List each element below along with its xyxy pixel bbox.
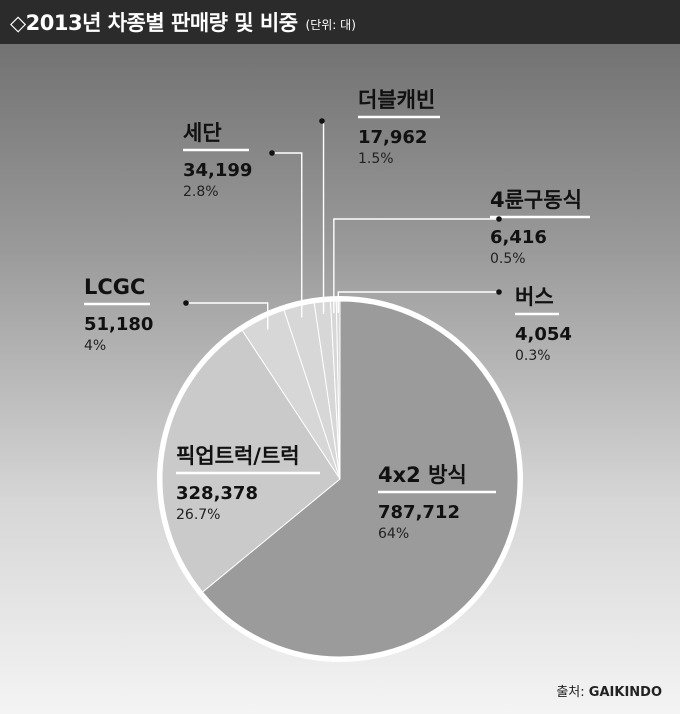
slice-percent: 0.3% [515,348,551,364]
slice-name: 세단 [183,121,222,145]
leader-dot [496,289,502,295]
slice-value: 328,378 [176,483,258,504]
slice-value: 17,962 [358,127,427,148]
unit-note: (단위: 대) [305,17,356,32]
source-name: GAIKINDO [588,685,662,700]
slice-name: 4x2 방식 [378,463,467,487]
leader-dot [183,300,189,306]
slice-name: LCGC [84,275,145,299]
title-bar: ◇2013년 차종별 판매량 및 비중 (단위: 대) [0,0,680,44]
leader-dot [269,150,275,156]
slice-name: 버스 [515,285,554,309]
slice-value: 787,712 [378,502,460,523]
leader-line [337,291,499,314]
leader-line [186,302,269,330]
slice-percent: 0.5% [490,251,526,267]
slice-percent: 1.5% [358,151,394,167]
slice-value: 4,054 [515,324,572,345]
slice-label-5: 더블캐빈 17,962 1.5% [358,88,440,167]
slice-label-7: 버스 4,054 0.3% [515,285,572,364]
slice-label-4: 세단 34,199 2.8% [183,121,252,200]
slice-label-6: 4륜구동식 6,416 0.5% [490,188,590,267]
pie-slice [201,300,519,658]
source-label: 출처: [556,685,585,700]
slice-name: 픽업트럭/트럭 [176,444,300,468]
leader-line [333,218,499,314]
slice-value: 6,416 [490,227,547,248]
leader-line [272,152,303,318]
leader-dot [319,118,325,124]
slice-percent: 64% [378,526,409,542]
slice-label-1: 4x2 방식 787,712 64% [378,463,496,542]
leader-dot [496,216,502,222]
slice-value: 34,199 [183,160,252,181]
chart-title: ◇2013년 차종별 판매량 및 비중 [10,11,298,35]
slice-percent: 2.8% [183,184,219,200]
slice-percent: 26.7% [176,507,220,523]
slice-label-3: LCGC 51,180 4% [84,275,153,354]
slice-name: 더블캐빈 [358,88,435,112]
slice-name: 4륜구동식 [490,188,582,212]
slice-percent: 4% [84,338,106,354]
source-note: 출처: GAIKINDO [556,681,662,700]
pie-slice [161,329,341,593]
leader-line [322,120,325,314]
slice-value: 51,180 [84,314,153,335]
slice-label-2: 픽업트럭/트럭 328,378 26.7% [176,444,320,523]
